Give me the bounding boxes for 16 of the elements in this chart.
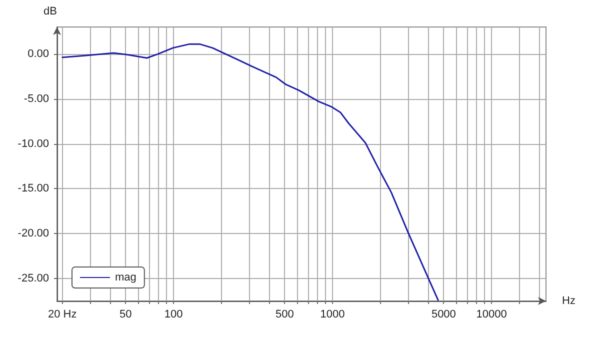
x-axis-title: Hz <box>562 295 576 307</box>
legend-label: mag <box>115 272 136 284</box>
x-tick-label: 100 <box>164 308 183 320</box>
y-tick-label: -20.00 <box>18 228 49 240</box>
x-tick-label: 20 Hz <box>48 308 77 320</box>
y-tick-label: -5.00 <box>24 92 49 105</box>
x-tick-label: 500 <box>275 308 294 320</box>
x-tick-label: 5000 <box>431 308 456 320</box>
y-tick-label: -25.00 <box>18 272 49 285</box>
x-tick-label: 10000 <box>476 308 507 320</box>
y-tick-label: 0.00 <box>28 48 49 60</box>
y-tick-label: -10.00 <box>18 138 49 150</box>
y-tick-label: -15.00 <box>18 182 49 195</box>
x-tick-label: 1000 <box>320 308 345 320</box>
x-tick-label: 50 <box>120 308 132 320</box>
y-axis-title: dB <box>44 6 57 18</box>
